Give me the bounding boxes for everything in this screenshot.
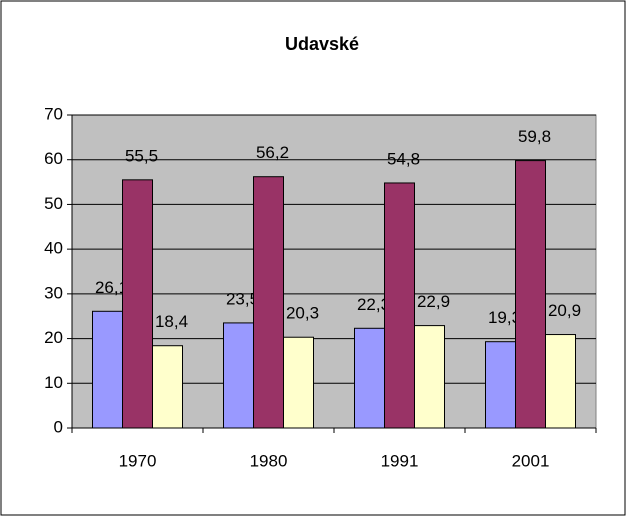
bar [253, 176, 284, 429]
x-tick-label: 1991 [381, 451, 419, 470]
x-tick-label: 1970 [119, 451, 157, 470]
y-tick-label: 10 [44, 373, 63, 392]
bar [223, 322, 254, 429]
bar [283, 336, 314, 429]
bar [485, 341, 516, 429]
data-label: 22,3 [357, 295, 390, 314]
y-tick-label: 0 [54, 417, 63, 436]
y-tick-label: 70 [44, 104, 63, 123]
x-tick-label: 2001 [512, 451, 550, 470]
bar [354, 327, 385, 429]
y-tick-label: 20 [44, 328, 63, 347]
data-label: 19,3 [488, 308, 521, 327]
bar [384, 182, 415, 429]
data-label: 18,4 [155, 312, 188, 331]
y-tick-label: 50 [44, 194, 63, 213]
data-label: 22,9 [417, 292, 450, 311]
data-label: 20,9 [548, 301, 581, 320]
y-tick-label: 30 [44, 283, 63, 302]
bar [92, 310, 123, 429]
bar [414, 325, 445, 429]
y-tick-label: 40 [44, 239, 63, 258]
bar [122, 179, 153, 429]
bar [152, 345, 183, 429]
data-label: 59,8 [518, 127, 551, 146]
data-label: 54,8 [387, 149, 420, 168]
data-label: 20,3 [286, 304, 319, 323]
chart-title: Udavské [285, 34, 359, 54]
bar [545, 334, 576, 429]
data-label: 23,5 [226, 289, 259, 308]
bar [515, 160, 546, 429]
y-tick-label: 60 [44, 149, 63, 168]
x-tick-label: 1980 [250, 451, 288, 470]
data-label: 56,2 [256, 143, 289, 162]
data-label: 26,1 [95, 278, 128, 297]
data-label: 55,5 [125, 146, 158, 165]
